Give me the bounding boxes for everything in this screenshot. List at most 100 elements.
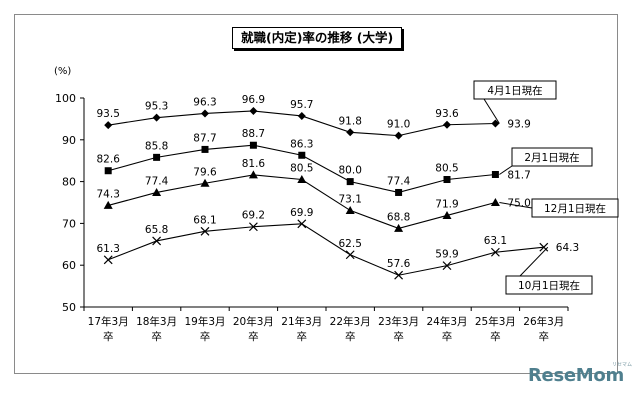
data-point-triangle [200,178,210,187]
data-point-square [201,145,209,153]
legend-box [473,80,557,100]
data-label: 69.2 [242,210,265,222]
data-point-triangle [394,223,404,232]
data-point-square [249,141,257,149]
data-label: 96.3 [193,96,216,108]
x-tick-label-suffix: 卒 [345,330,356,343]
x-tick-label-suffix: 卒 [103,330,114,343]
y-tick-label: 90 [62,134,76,147]
data-label: 65.8 [145,224,168,236]
data-label: 93.5 [97,108,120,120]
data-label: 85.8 [145,140,168,152]
data-label: 69.9 [290,207,313,219]
data-point-square [443,176,451,184]
data-point-cross [394,270,404,280]
data-point-diamond [104,121,113,130]
chart-frame [14,14,618,374]
data-point-triangle [297,175,307,184]
data-point-triangle [442,210,452,219]
data-point-cross [297,219,307,229]
legend-box [505,275,593,295]
x-tick-label-suffix: 卒 [297,330,308,343]
y-axis-label: (%) [54,66,71,77]
data-point-cross [345,250,355,260]
data-label: 80.5 [435,163,458,175]
data-label: 62.5 [339,238,362,250]
data-point-triangle [103,200,113,209]
data-label: 82.6 [97,154,121,166]
x-tick-label: 26年3月 [523,315,564,328]
cross-stroke [490,247,500,257]
cross-stroke [345,250,355,260]
legend-entry: 10月1日現在 [518,280,580,292]
data-label: 71.9 [435,198,458,210]
data-label: 81.7 [507,169,530,181]
x-tick-label: 23年3月 [378,315,419,328]
data-point-diamond [152,113,161,122]
chart-title: 就職(内定)率の推移 (大学) [232,27,403,49]
data-label: 57.6 [387,258,411,270]
data-label: 79.6 [193,166,217,178]
x-tick-label: 19年3月 [184,315,225,328]
legend-leader-line [499,165,513,175]
x-tick-label-suffix: 卒 [200,330,211,343]
data-point-cross [442,261,452,271]
data-label: 61.3 [97,243,120,255]
data-point-cross [103,255,113,265]
data-label: 81.6 [242,158,266,170]
legend-leader-line [483,98,500,124]
data-point-cross [248,222,258,232]
cross-stroke [248,222,258,232]
data-label: 91.0 [387,119,410,131]
data-label: 93.6 [435,108,459,120]
legend-entry: 12月1日現在 [544,203,606,215]
cross-stroke [442,261,452,271]
data-label: 80.0 [339,165,362,177]
data-point-cross [152,236,162,246]
x-tick-label-suffix: 卒 [490,330,501,343]
data-point-diamond [394,131,403,140]
legend-leader-line [499,202,533,209]
data-point-diamond [346,128,355,137]
resemom-logo: ReseMom リセマム [528,362,632,386]
data-label: 95.3 [145,101,168,113]
logo-text: ReseMom [528,365,624,386]
x-tick-label: 20年3月 [233,315,274,328]
legend-leader-line [519,246,549,277]
x-tick-label: 21年3月 [281,315,322,328]
data-label: 80.5 [290,163,313,175]
data-point-diamond [443,120,451,129]
x-tick-label-suffix: 卒 [539,330,550,343]
x-tick-label: 18年3月 [136,315,177,328]
legend-entry: 2月1日現在 [524,152,579,164]
x-tick-label-suffix: 卒 [393,330,404,343]
data-point-square [491,170,499,178]
data-point-triangle [490,198,500,206]
data-label: 77.4 [387,175,411,187]
cross-stroke [539,242,549,252]
y-tick-label: 60 [62,259,76,272]
legend-box [511,147,593,167]
data-point-square [104,167,112,175]
data-point-triangle [152,187,162,196]
data-point-cross [490,247,500,257]
data-point-square [298,151,306,159]
data-point-diamond [249,106,258,115]
x-tick-label: 17年3月 [88,315,129,328]
cross-stroke [297,219,307,229]
data-label: 68.1 [193,214,216,226]
cross-stroke [152,236,162,246]
x-tick-label-suffix: 卒 [248,330,259,343]
data-label: 74.3 [97,188,120,200]
legend-entry: 4月1日現在 [487,85,542,97]
data-point-square [395,188,403,196]
cross-stroke [200,226,210,236]
data-point-cross [200,226,210,236]
data-point-square [346,178,354,186]
data-label: 93.9 [507,118,530,130]
logo-subtext: リセマム [612,362,633,368]
data-point-square [153,153,161,161]
data-label: 59.9 [435,249,458,261]
